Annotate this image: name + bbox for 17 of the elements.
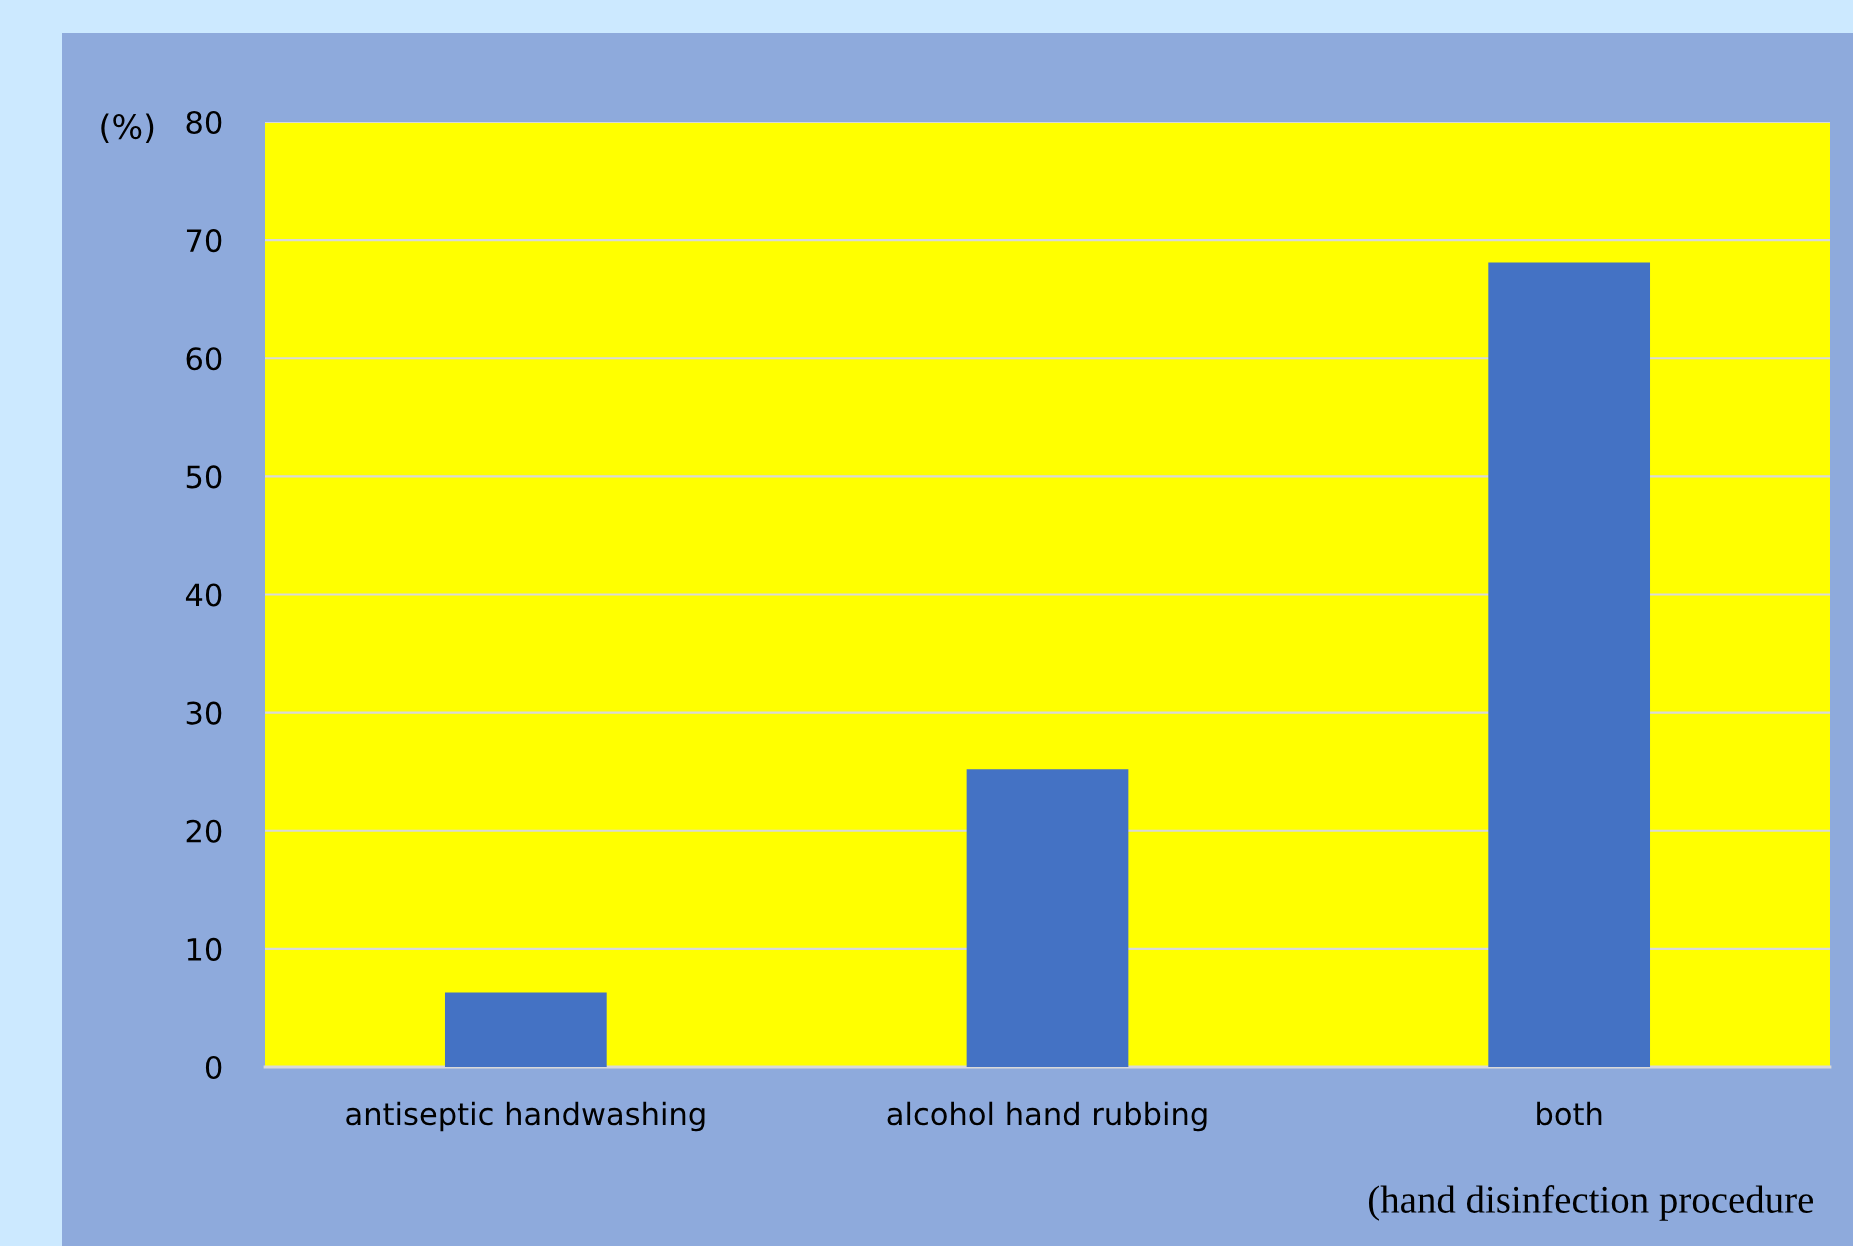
- x-tick-label: antiseptic handwashing: [346, 1101, 705, 1132]
- y-tick-label: 30: [186, 701, 222, 725]
- y-tick-label: 0: [205, 1055, 222, 1080]
- y-tick-label: 60: [186, 347, 222, 371]
- y-tick-label: 40: [185, 583, 222, 607]
- x-axis-title: (hand disinfection procedure: [1369, 1185, 1813, 1221]
- y-axis-title: (%): [101, 113, 154, 144]
- y-tick-label: 80: [186, 110, 222, 135]
- x-tick-label: both: [1537, 1101, 1602, 1126]
- bar: [966, 769, 1129, 1067]
- x-tick-label: alcohol hand rubbing: [887, 1101, 1207, 1132]
- y-tick-label: 10: [187, 937, 222, 961]
- y-tick-label: 70: [186, 229, 222, 253]
- bar: [1488, 262, 1651, 1067]
- y-tick-label: 20: [186, 819, 222, 843]
- y-tick-label: 50: [186, 465, 222, 489]
- bar: [444, 992, 607, 1067]
